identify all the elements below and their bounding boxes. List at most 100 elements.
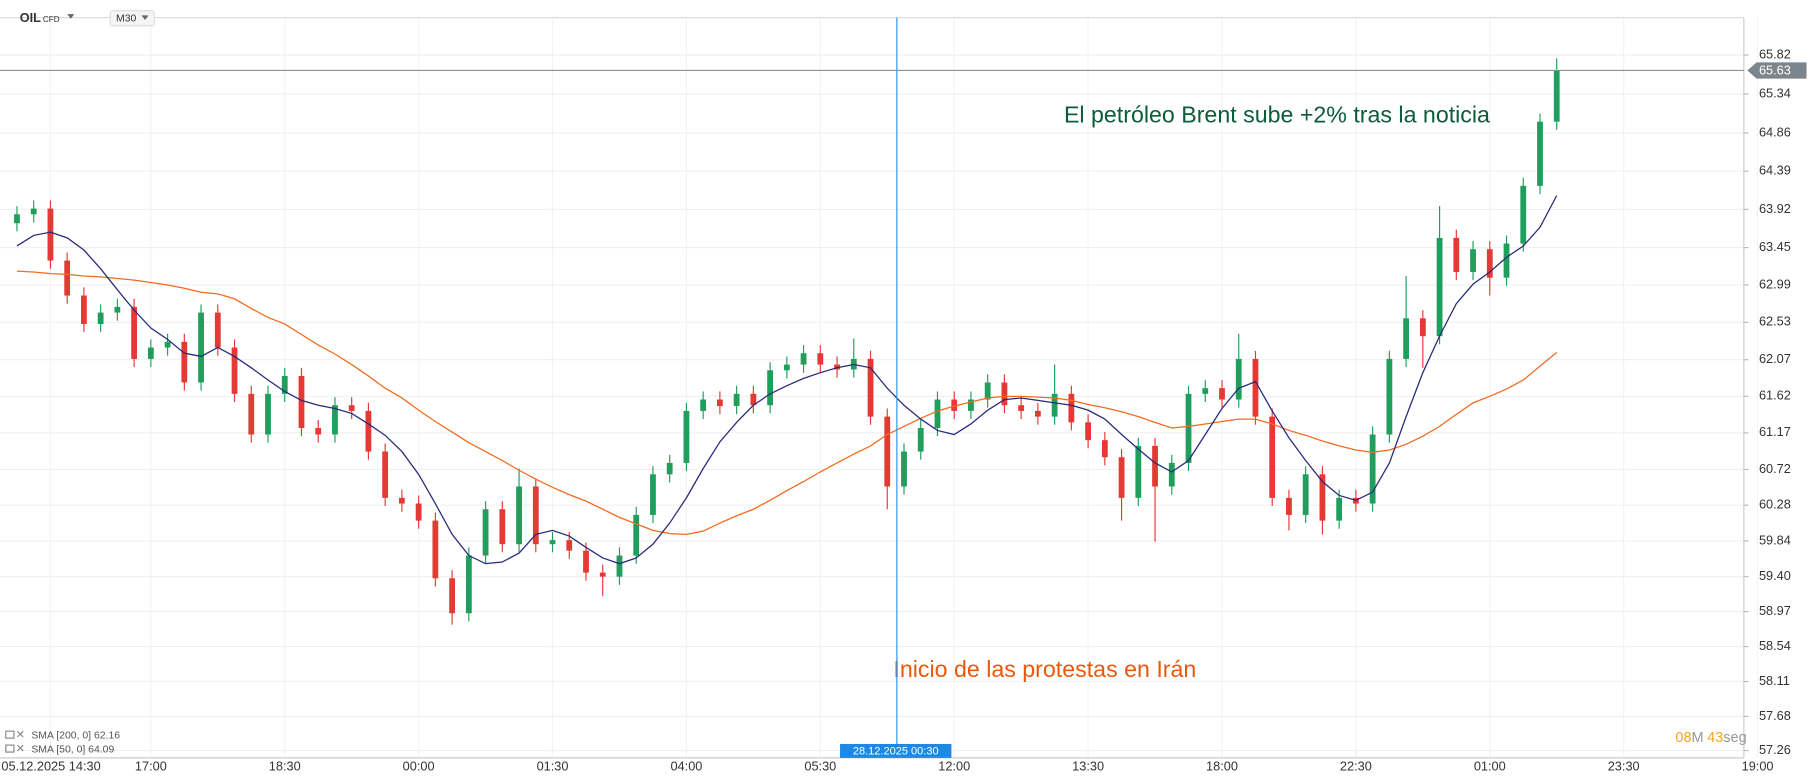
countdown-minutes-unit: M: [1692, 730, 1704, 746]
candle-body: [1269, 416, 1276, 498]
countdown-seconds: 43: [1707, 730, 1723, 746]
candle-body: [1436, 237, 1443, 337]
candle-body: [817, 353, 824, 365]
x-tick-label: 00:00: [403, 759, 435, 774]
candle-body: [465, 555, 472, 614]
candle-body: [867, 358, 874, 417]
sma-line: [16, 270, 1558, 536]
y-tick-label: 62.53: [1759, 314, 1791, 329]
candle-body: [616, 555, 623, 577]
annotation: El petróleo Brent sube +2% tras la notic…: [1064, 101, 1490, 127]
candle-body: [1503, 243, 1510, 278]
candle-body: [1235, 358, 1242, 400]
x-tick-label: 05:30: [804, 759, 836, 774]
candle-body: [131, 306, 138, 359]
timeframe-dropdown[interactable]: [141, 15, 149, 20]
last-price-label: 65.63: [1759, 62, 1791, 77]
candle-body: [281, 375, 288, 394]
candle-body: [382, 451, 389, 498]
candle-body: [198, 312, 204, 383]
legend-remove[interactable]: [16, 730, 24, 738]
candle-body: [700, 399, 707, 411]
candle-body: [432, 520, 439, 579]
candle-body: [1537, 121, 1543, 186]
y-tick-label: 64.39: [1759, 163, 1791, 178]
candle-body: [733, 393, 740, 407]
x-tick-label: 01:30: [537, 759, 569, 774]
timeframe-box[interactable]: [109, 10, 155, 27]
candle-body: [332, 405, 338, 435]
candle-body: [1486, 249, 1493, 278]
y-tick-label: 59.40: [1759, 568, 1791, 583]
candle-body: [449, 578, 456, 614]
candle-body: [365, 410, 372, 452]
candle-body: [901, 451, 907, 487]
y-tick-label: 65.82: [1759, 46, 1791, 61]
candle-body: [1520, 185, 1527, 244]
x-tick-label: 12:00: [938, 759, 970, 774]
candle-body: [415, 503, 422, 521]
symbol[interactable]: OIL: [20, 10, 41, 25]
candle-body: [683, 410, 690, 463]
y-tick-label: 63.92: [1759, 201, 1791, 216]
last-price-tag: [1747, 62, 1807, 79]
candle-body: [1068, 393, 1075, 423]
legend-entry: SMA [200, 0] 62.16: [31, 731, 120, 742]
candle-body: [1118, 457, 1125, 498]
crosshair-label: 28.12.2025 00:30: [853, 745, 939, 757]
y-tick-label: 62.99: [1759, 276, 1791, 291]
candle-body: [767, 370, 774, 406]
y-tick-label: 58.11: [1759, 673, 1790, 688]
candle-body: [750, 393, 757, 406]
candle-body: [1219, 388, 1225, 400]
candle-body: [181, 341, 188, 383]
candle-body: [248, 393, 255, 435]
candle-body: [951, 399, 958, 411]
candle-body: [1319, 474, 1326, 521]
candle-body: [1386, 358, 1393, 435]
candle-body: [917, 427, 924, 452]
candle-body: [1470, 249, 1476, 272]
y-tick-label: 60.72: [1759, 461, 1791, 476]
y-tick-label: 57.26: [1759, 742, 1791, 757]
legend-remove[interactable]: [16, 744, 24, 752]
instrument-type: CFD: [43, 15, 60, 24]
candle-body: [984, 382, 991, 400]
candle-body: [834, 364, 840, 370]
candle-body: [650, 474, 656, 515]
x-tick-label: 18:00: [1206, 759, 1238, 774]
legend: SMA [200, 0] 62.16 SMA [50, 0] 64.09: [5, 730, 120, 756]
candle-body: [1453, 237, 1460, 272]
y-tick-label: 58.97: [1759, 603, 1791, 618]
candle-body: [1168, 462, 1175, 487]
legend-icon[interactable]: [5, 744, 15, 753]
x-tick-label: 19:00: [1742, 759, 1774, 774]
candle-body: [783, 364, 790, 371]
candle-body: [1152, 445, 1158, 487]
y-tick-label: 62.07: [1759, 351, 1791, 366]
candle-body: [315, 427, 322, 435]
candle-body: [1018, 405, 1025, 411]
candle-body: [97, 312, 104, 324]
candle-body: [231, 347, 238, 394]
legend-icon[interactable]: [5, 730, 15, 739]
timeframe[interactable]: M30: [116, 14, 136, 25]
x-tick-label: 18:30: [269, 759, 301, 774]
candle-body: [298, 375, 305, 428]
candle-body: [499, 509, 506, 545]
candle-body: [1051, 393, 1058, 417]
candle-body: [114, 306, 121, 313]
candle-body: [968, 399, 974, 411]
candle-body: [147, 347, 154, 359]
legend-entry: SMA [50, 0] 64.09: [31, 745, 114, 756]
candle-body: [1034, 410, 1041, 417]
candle-body: [164, 341, 171, 348]
candle-body: [583, 550, 589, 573]
candle-body: [47, 208, 54, 261]
candle-body: [549, 540, 556, 545]
candle-body: [1286, 497, 1292, 515]
x-tick-label: 17:00: [135, 759, 167, 774]
y-tick-label: 63.45: [1759, 239, 1791, 254]
symbol-dropdown[interactable]: [67, 14, 75, 19]
